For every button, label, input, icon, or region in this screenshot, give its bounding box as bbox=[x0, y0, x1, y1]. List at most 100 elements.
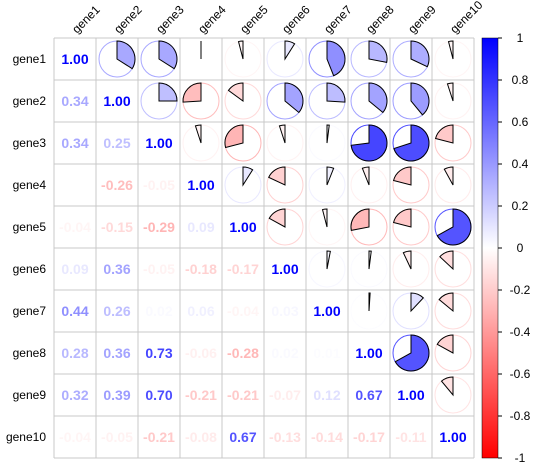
pie-slice bbox=[268, 208, 286, 228]
cell-gene9-gene3-value: 0.70 bbox=[145, 387, 172, 403]
cell-gene7-gene5-value: -0.04 bbox=[227, 303, 259, 319]
column-label-gene5: gene5 bbox=[237, 2, 271, 36]
cell-gene6-gene9-pie bbox=[392, 250, 430, 288]
pie-slice bbox=[326, 40, 346, 77]
pie-slice bbox=[278, 124, 286, 144]
cell-gene3-gene6-pie bbox=[266, 124, 304, 162]
pie-slice bbox=[182, 82, 202, 103]
pie-slice bbox=[436, 208, 472, 246]
pie-slice bbox=[350, 124, 388, 162]
cell-gene6-gene10-pie bbox=[434, 250, 472, 288]
cell-gene10-gene7-value: -0.14 bbox=[311, 429, 343, 445]
cell-gene5-gene9-pie bbox=[392, 208, 430, 246]
pie-slice bbox=[410, 292, 425, 313]
pie-slice bbox=[392, 208, 412, 228]
cell-gene10-gene5-value: 0.67 bbox=[229, 429, 256, 445]
cell-gene9-gene6-value: -0.07 bbox=[269, 387, 301, 403]
cell-gene6-gene3-value: -0.05 bbox=[143, 261, 175, 277]
cell-gene4-gene4-value: 1.00 bbox=[187, 177, 214, 193]
cell-gene8-gene8-value: 1.00 bbox=[355, 345, 382, 361]
row-label-gene9: gene9 bbox=[13, 388, 47, 402]
pie-slice bbox=[402, 250, 412, 270]
row-label-gene1: gene1 bbox=[13, 52, 47, 66]
cell-gene5-gene3-value: -0.29 bbox=[143, 219, 175, 235]
cell-gene5-gene4-value: 0.09 bbox=[187, 219, 214, 235]
cell-gene1-gene5-pie bbox=[224, 40, 262, 78]
cell-gene7-gene3-value: 0.02 bbox=[145, 303, 172, 319]
cell-gene9-gene10-pie bbox=[434, 376, 472, 414]
pie-slice bbox=[434, 124, 454, 144]
cell-gene2-gene2-value: 1.00 bbox=[103, 93, 130, 109]
pie-slice bbox=[326, 250, 331, 270]
pie-slice bbox=[439, 250, 454, 271]
cell-gene1-gene10-pie bbox=[434, 40, 472, 78]
cell-gene5-gene6-pie bbox=[266, 208, 304, 246]
pie-slice bbox=[284, 40, 296, 61]
row-label-gene4: gene4 bbox=[13, 178, 47, 192]
cell-gene8-gene9-pie bbox=[392, 334, 430, 372]
cell-gene8-gene4-value: -0.06 bbox=[185, 345, 217, 361]
cell-gene10-gene1-value: -0.04 bbox=[59, 429, 91, 445]
cell-gene7-gene2-value: 0.26 bbox=[103, 303, 130, 319]
cell-gene1-gene7-pie bbox=[308, 40, 346, 78]
cell-gene7-gene4-value: 0.06 bbox=[187, 303, 214, 319]
pie-slice bbox=[326, 124, 330, 144]
cell-gene2-gene3-pie bbox=[140, 82, 178, 120]
cell-gene4-gene8-pie bbox=[350, 166, 388, 204]
cell-gene1-gene4-pie bbox=[182, 40, 220, 78]
cell-gene8-gene3-value: 0.73 bbox=[145, 345, 172, 361]
row-label-gene10: gene10 bbox=[6, 430, 46, 444]
pie-slice bbox=[368, 250, 372, 270]
cell-gene1-gene2-pie bbox=[98, 40, 136, 78]
cell-gene9-gene5-value: -0.21 bbox=[227, 387, 259, 403]
pie-slice bbox=[410, 82, 430, 116]
cell-gene8-gene6-value: 0.02 bbox=[271, 345, 298, 361]
cell-gene2-gene10-pie bbox=[434, 82, 472, 120]
row-label-gene6: gene6 bbox=[13, 262, 47, 276]
cell-gene6-gene7-pie bbox=[308, 250, 346, 288]
pie-slice bbox=[392, 166, 412, 186]
pie-slice bbox=[447, 40, 454, 60]
colorbar: 1 0.8 0.6 0.4 0.2 0 -0.2 -0.4 -0.6 -0.8 -1 bbox=[481, 31, 531, 465]
colorbar-tick-label: 0.4 bbox=[512, 157, 529, 171]
pie-slice bbox=[368, 292, 371, 312]
cell-gene4-gene10-pie bbox=[434, 166, 472, 204]
cell-gene7-gene9-pie bbox=[392, 292, 430, 330]
pie-slice bbox=[394, 334, 430, 372]
cell-gene4-gene6-pie bbox=[266, 166, 304, 204]
cell-gene10-gene10-value: 1.00 bbox=[439, 429, 466, 445]
pie-slice bbox=[368, 40, 388, 63]
cell-gene8-gene10-pie bbox=[434, 334, 472, 372]
colorbar-tick-label: 0.6 bbox=[512, 115, 529, 129]
cell-gene6-gene4-value: -0.18 bbox=[185, 261, 217, 277]
column-label-gene10: gene10 bbox=[447, 0, 485, 36]
cell-gene10-gene4-value: -0.08 bbox=[185, 429, 217, 445]
cell-gene8-gene5-value: -0.28 bbox=[227, 345, 259, 361]
cell-gene1-gene9-pie bbox=[392, 40, 430, 78]
pie-slice bbox=[438, 292, 454, 313]
cell-gene2-gene6-pie bbox=[266, 82, 304, 120]
cell-gene8-gene7-value: 0.01 bbox=[313, 345, 340, 361]
pie-slice bbox=[446, 82, 454, 102]
cell-gene3-gene3-value: 1.00 bbox=[145, 135, 172, 151]
cell-gene3-gene5-pie bbox=[224, 124, 262, 162]
cell-gene3-gene2-value: 0.25 bbox=[103, 135, 130, 151]
cells-layer: 1.00 0.34 1.00 0.34 0.25 1.00 0.00 -0.26 -0.05 1.… bbox=[59, 40, 472, 445]
cell-gene10-gene6-value: -0.13 bbox=[269, 429, 301, 445]
pie-slice bbox=[242, 166, 254, 187]
cell-gene5-gene2-value: -0.15 bbox=[101, 219, 133, 235]
pie-slice bbox=[158, 82, 178, 102]
pie-slice bbox=[368, 82, 388, 114]
cell-gene6-gene2-value: 0.36 bbox=[103, 261, 130, 277]
cell-gene7-gene6-value: 0.03 bbox=[271, 303, 298, 319]
cell-gene9-gene1-value: 0.32 bbox=[61, 387, 88, 403]
cell-gene6-gene1-value: 0.09 bbox=[61, 261, 88, 277]
pie-slice bbox=[284, 82, 304, 114]
column-label-gene1: gene1 bbox=[69, 2, 103, 36]
cell-gene4-gene1-value: 0.00 bbox=[61, 177, 88, 193]
colorbar-tick-label: 1 bbox=[517, 31, 524, 45]
cell-gene4-gene2-value: -0.26 bbox=[101, 177, 133, 193]
cell-gene9-gene7-value: 0.12 bbox=[313, 387, 340, 403]
column-label-gene4: gene4 bbox=[195, 2, 229, 36]
pie-slice bbox=[410, 40, 430, 68]
